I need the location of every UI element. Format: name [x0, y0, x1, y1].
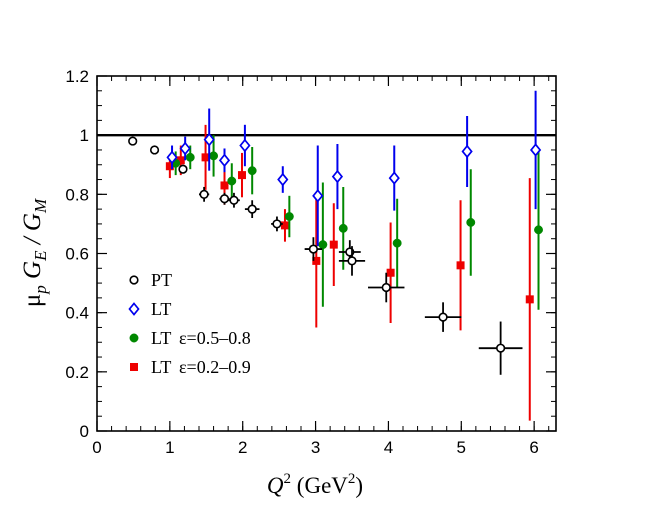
legend-label: PT: [151, 270, 172, 290]
y-axis-label: μp GE / GM: [19, 198, 50, 307]
data-point: [166, 150, 178, 165]
x-axis-label-q: Q: [267, 473, 284, 498]
y-axis-label-ge: G: [19, 261, 46, 285]
legend-label: LT: [151, 357, 171, 377]
x-tick-label: 2: [238, 438, 247, 457]
y-tick-label: 0.6: [65, 245, 89, 264]
x-axis-label-unit-close: ): [355, 473, 363, 498]
data-point: [392, 238, 402, 248]
plot-frame: [96, 75, 557, 432]
legend-label-extra: ε=0.5–0.8: [179, 328, 251, 348]
data-point: [438, 312, 448, 322]
legend: PT LT LT ε=0.5–0.8 LT ε=0.2–0.9: [128, 270, 251, 377]
data-point: [247, 166, 257, 176]
data-point: [386, 268, 395, 277]
x-tick-label: 6: [529, 438, 538, 457]
x-tick-label: 0: [92, 438, 101, 457]
legend-marker: [129, 275, 139, 285]
data-point: [461, 144, 473, 159]
data-point: [338, 223, 348, 233]
data-point: [347, 256, 357, 266]
tick-labels: 0 1 2 3 4 5 6 0 0.2 0.4 0.6 0.8 1 1.2: [65, 67, 539, 457]
y-tick-label: 0: [80, 422, 89, 441]
data-point: [128, 136, 138, 146]
data-layer: [128, 90, 543, 421]
y-tick-label: 0.8: [65, 185, 89, 204]
y-axis-label-slash: / G: [19, 213, 46, 251]
data-point: [227, 176, 237, 186]
data-point: [280, 221, 289, 230]
data-point: [312, 188, 324, 203]
legend-marker: [129, 333, 139, 343]
data-point: [284, 212, 294, 221]
data-point: [239, 138, 251, 153]
data-point: [525, 295, 534, 304]
data-point: [179, 141, 191, 156]
data-point: [308, 244, 318, 254]
data-point: [247, 204, 257, 214]
data-point: [178, 164, 188, 174]
legend-label: LT: [151, 328, 171, 348]
series-0: [128, 136, 523, 375]
axes: [96, 75, 557, 432]
data-point: [220, 181, 229, 190]
data-point: [496, 343, 506, 353]
y-tick-label: 1: [80, 126, 89, 145]
data-point: [149, 145, 160, 155]
data-point: [312, 256, 321, 265]
y-axis-label-gm-sub: M: [31, 198, 50, 214]
data-point: [456, 261, 465, 270]
data-point: [329, 240, 338, 249]
data-point: [229, 195, 239, 205]
data-point: [218, 153, 231, 168]
data-point: [318, 240, 328, 250]
x-tick-label: 4: [384, 438, 393, 457]
data-point: [201, 153, 210, 162]
series-1: [166, 90, 542, 247]
y-tick-label: 0.4: [65, 304, 89, 323]
y-tick-label: 0.2: [65, 363, 89, 382]
data-point: [530, 143, 542, 157]
series-3: [165, 124, 534, 421]
data-point: [203, 132, 215, 147]
data-point: [165, 162, 174, 171]
data-point: [331, 169, 344, 184]
data-point: [237, 171, 246, 180]
y-tick-label: 1.2: [65, 67, 89, 86]
data-point: [466, 217, 476, 227]
legend-marker: [130, 363, 138, 371]
legend-marker: [128, 302, 140, 316]
x-tick-label: 5: [457, 438, 466, 457]
x-axis-label-q-sup: 2: [284, 471, 292, 487]
x-axis-label-unit-open: (GeV: [291, 473, 348, 498]
data-point: [209, 151, 219, 161]
y-axis-label-ge-sub: E: [31, 250, 50, 262]
data-point: [219, 194, 230, 204]
data-point: [388, 171, 400, 185]
y-axis-label-mu: μ: [19, 294, 46, 307]
x-axis-label: Q2 (GeV2): [267, 471, 363, 498]
y-axis-label-mu-sub: p: [31, 285, 50, 295]
legend-label-extra: ε=0.2–0.9: [179, 357, 251, 377]
data-point: [534, 225, 543, 235]
series-2: [171, 135, 543, 310]
data-point: [272, 219, 282, 229]
legend-label: LT: [151, 299, 171, 319]
data-point: [199, 189, 209, 199]
x-axis-label-unit-sup: 2: [348, 471, 356, 487]
data-point: [176, 156, 185, 165]
data-point: [381, 282, 391, 293]
x-tick-label: 1: [165, 438, 174, 457]
data-point: [277, 172, 289, 187]
x-tick-label: 3: [311, 438, 320, 457]
data-point: [185, 152, 195, 162]
